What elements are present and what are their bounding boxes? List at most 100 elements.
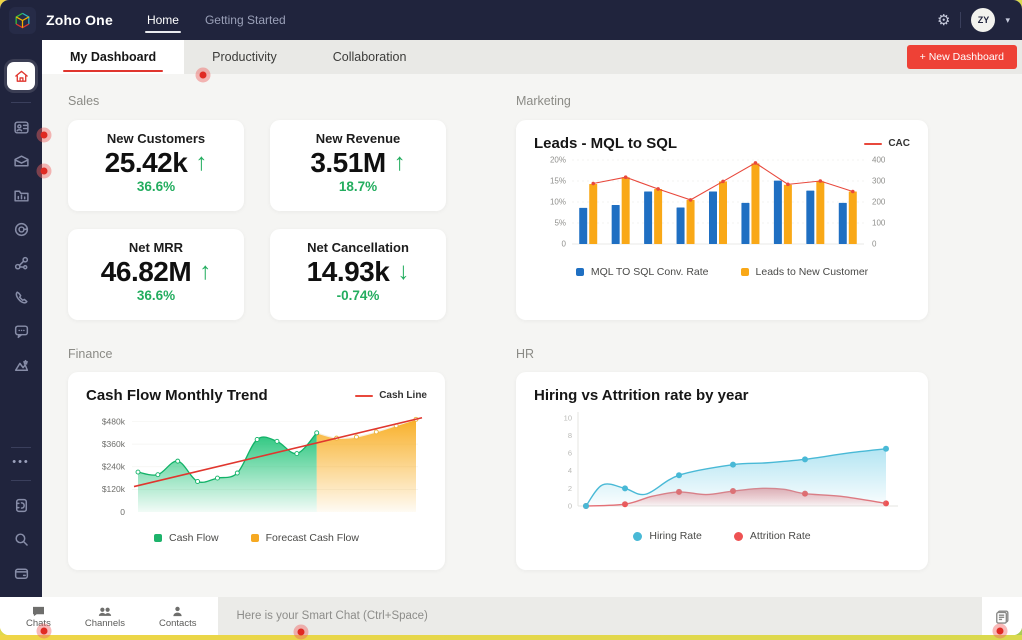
cash-flow-area [138,432,317,512]
cac-point [753,161,758,165]
cash-flow-point [294,451,300,457]
y-axis-tick: 0 [568,501,572,510]
bar-groups [579,163,857,244]
kpi-card-new-customers[interactable]: New Customers 25.42k ↑ 36.6% [68,120,244,211]
right-axis-tick: 200 [872,198,886,207]
chat-tab-chats[interactable]: Chats [26,603,51,629]
chat-tab-label: Channels [84,618,125,629]
y-axis-tick: $360k [102,439,126,449]
y-axis-tick: 4 [568,466,572,475]
chart-title: Cash Flow Monthly Trend [86,387,268,404]
chat-tabs: Chats Channels Contacts [0,597,219,635]
hr-legend: Hiring Rate Attrition Rate [534,530,910,542]
section-label-sales: Sales [68,94,100,108]
sidebar-item-notebook[interactable] [7,491,35,519]
notebook-icon [15,498,27,512]
cac-point [721,179,725,184]
dashboard-tabstrip: My Dashboard Productivity Collaboration … [42,40,1022,74]
sidebar-item-home[interactable] [7,62,35,90]
new-dashboard-button[interactable]: + New Dashboard [906,45,1017,69]
trend-up-icon: ↑ [195,149,208,176]
kpi-title: Net Cancellation [307,240,409,255]
finance-legend: Cash Flow Forecast Cash Flow [86,532,427,544]
call-icon [15,290,28,304]
sidebar-item-connect[interactable] [7,215,35,243]
divider [11,480,31,481]
marketing-chart-card[interactable]: Leads - MQL to SQL CAC 0 5% 10% 15% 20% 0 100 2… [516,120,928,320]
settings-gear-icon[interactable]: ⚙ [937,11,951,29]
cube-logo-icon [15,12,30,28]
bar-leads [816,181,825,244]
y-axis-tick: 10 [564,413,572,422]
right-axis-tick: 300 [872,177,886,186]
chart-title: Leads - MQL to SQL [534,135,678,152]
bar-mql [579,207,588,244]
bar-leads [686,199,695,244]
sidebar-more-icon[interactable]: ••• [12,456,30,468]
hiring-rate-point [583,503,589,509]
sidebar-item-crm[interactable] [7,113,35,141]
red-legend-dot [733,531,743,541]
chat-tab-contacts[interactable]: Contacts [159,603,196,629]
y-axis-tick: 8 [568,431,572,440]
bar-leads [621,177,630,244]
right-axis-tick: 0 [872,240,877,249]
red-line-swatch [355,394,374,397]
sidebar-item-reports[interactable] [7,181,35,209]
bar-mql [838,202,847,244]
bar-leads [783,184,792,244]
forecast-point [373,429,379,435]
dashboard-content: Sales New Customers 25.42k ↑ 36.6% New Re… [42,74,1022,597]
notebook-panel-button[interactable] [982,597,1022,635]
bar-mql [709,191,717,244]
sidebar-item-mail[interactable] [7,147,35,175]
zoho-one-logo[interactable] [9,6,36,34]
right-axis-tick: 400 [872,156,886,165]
user-avatar[interactable]: ZY [971,8,996,32]
finance-chart-card[interactable]: Cash Flow Monthly Trend Cash Line 0 $120k… [68,372,445,570]
cash-flow-point [214,475,220,481]
left-axis-tick: 20% [550,156,566,165]
divider [11,102,31,103]
chat-bottom-bar: Chats Channels Contacts Here is your Sma… [0,597,1022,635]
nav-item-home[interactable]: Home [144,0,181,40]
nav-item-getting-started[interactable]: Getting Started [204,13,286,27]
hiring-rate-line [585,448,887,507]
forecast-point [353,434,359,440]
y-axis-tick: $240k [102,462,126,472]
sidebar-item-wallet[interactable] [7,559,35,587]
tab-my-dashboard[interactable]: My Dashboard [42,40,185,74]
sidebar-item-network[interactable] [7,249,35,277]
chevron-down-icon[interactable]: ▾ [1005,14,1010,25]
kpi-card-net-cancellation[interactable]: Net Cancellation 14.93k ↓ -0.74% [270,229,446,320]
hr-chart-card[interactable]: Hiring vs Attrition rate by year 0 2 4 6 8 10… [516,372,928,570]
smart-chat-input[interactable]: Here is your Smart Chat (Ctrl+Space) [218,597,982,635]
kpi-value: 14.93k [306,256,390,287]
brand-name: Zoho One [46,12,113,28]
sidebar-item-analytics[interactable] [7,351,35,379]
kpi-card-new-revenue[interactable]: New Revenue 3.51M ↑ 18.7% [270,120,446,211]
green-legend-swatch [154,534,162,542]
cac-point [656,187,660,191]
cac-point [623,175,628,180]
kpi-card-net-mrr[interactable]: Net MRR 46.82M ↑ 36.6% [68,229,244,320]
teal-legend-dot [633,531,643,541]
chat-tab-label: Chats [26,618,51,629]
divider [960,12,962,28]
section-label-hr: HR [516,347,535,361]
channels-icon [98,607,112,616]
sidebar-item-call[interactable] [7,283,35,311]
cash-flow-point [135,469,141,475]
cash-flow-point [175,458,181,464]
bar-mql [611,204,620,244]
kpi-change: 18.7% [338,179,378,194]
tab-productivity[interactable]: Productivity [212,50,277,64]
chat-tab-channels[interactable]: Channels [85,603,125,629]
sidebar-item-search[interactable] [7,525,35,553]
cash-flow-point [254,436,260,442]
cac-line-legend: CAC [864,138,910,149]
sidebar-item-cliq[interactable] [7,317,35,345]
kpi-value: 25.42k [104,147,188,178]
bar-leads [719,181,727,244]
tab-collaboration[interactable]: Collaboration [332,50,407,64]
